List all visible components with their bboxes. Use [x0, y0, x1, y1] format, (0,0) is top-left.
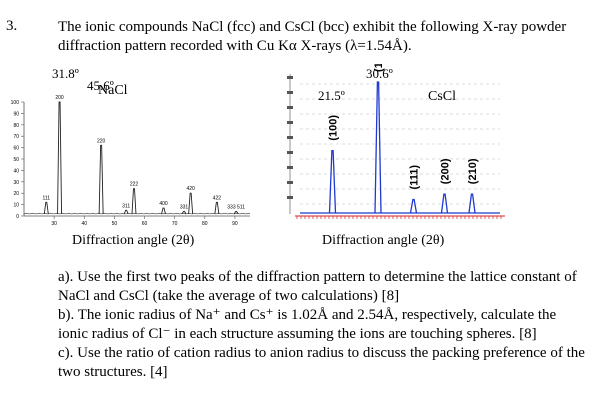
- nacl-x-tick-label: 50: [112, 221, 118, 227]
- cscl-peak: [409, 198, 418, 214]
- cscl-peak: [468, 193, 476, 214]
- cscl-peak-label: (110): [373, 64, 385, 72]
- nacl-y-tick-label: 20: [13, 191, 19, 197]
- nacl-peak-label: 200: [55, 95, 64, 101]
- cscl-annotation-2: 30.6º: [366, 66, 393, 81]
- nacl-title: NaCl: [98, 83, 128, 98]
- cscl-y-tick: [287, 151, 293, 154]
- nacl-x-tick-label: 60: [142, 221, 148, 227]
- nacl-peak-label: 420: [186, 186, 195, 192]
- cscl-peak-label: (111): [409, 165, 421, 190]
- nacl-y-tick-label: 0: [16, 214, 19, 220]
- nacl-peak: [214, 201, 220, 215]
- part-a: a). Use the first two peaks of the diffr…: [58, 269, 577, 304]
- nacl-xlabel: Diffraction angle (2θ): [72, 233, 195, 248]
- cscl-chart: (100) (110) (111) (200) (210) CsCl 21.5º 30.…: [287, 64, 505, 248]
- nacl-peak: [123, 209, 129, 215]
- cscl-y-tick: [287, 76, 293, 79]
- question-number: 3.: [6, 18, 18, 34]
- nacl-peak: [233, 210, 239, 215]
- nacl-peak: [98, 144, 104, 215]
- cscl-y-tick: [287, 121, 293, 124]
- cscl-xlabel: Diffraction angle (2θ): [322, 233, 445, 248]
- nacl-y-tick-label: 70: [13, 134, 19, 140]
- nacl-peak-label: 111: [42, 195, 50, 201]
- nacl-y-tick-label: 80: [13, 123, 19, 129]
- nacl-peak-label: 222: [130, 182, 139, 188]
- cscl-title: CsCl: [428, 89, 456, 104]
- nacl-x-ticks: 30 40 50 60 70 80 90: [51, 216, 238, 227]
- cscl-frame: [287, 74, 505, 219]
- nacl-peak-label: 331: [180, 204, 189, 210]
- part-b: b). The ionic radius of Na⁺ and Cs⁺ is 1…: [58, 307, 557, 342]
- nacl-x-tick-label: 70: [172, 221, 178, 227]
- nacl-y-tick-label: 40: [13, 168, 19, 174]
- nacl-annotation-2: 45.6º: [87, 78, 114, 93]
- cscl-annotation-1: 21.5º: [318, 88, 345, 103]
- nacl-peak: [131, 188, 137, 215]
- nacl-y-tick-label: 10: [13, 203, 19, 209]
- cscl-peak: [328, 149, 337, 214]
- nacl-x-tick-label: 40: [81, 221, 87, 227]
- cscl-peaks: (100) (110) (111) (200) (210): [300, 64, 500, 214]
- nacl-peak: [161, 207, 166, 215]
- nacl-annotation-1: 31.8º: [52, 66, 79, 81]
- cscl-y-tick: [287, 136, 293, 139]
- nacl-peak-label: 220: [97, 138, 106, 144]
- nacl-x-tick-label: 90: [232, 221, 238, 227]
- cscl-peak-label: (200): [440, 158, 452, 184]
- nacl-peak: [181, 210, 187, 215]
- nacl-peak-label: 311: [122, 203, 130, 209]
- question-parts: a). Use the first two peaks of the diffr…: [58, 268, 588, 382]
- cscl-y-tick: [287, 106, 293, 109]
- cscl-y-tick: [287, 91, 293, 94]
- nacl-x-tick-label: 80: [202, 221, 208, 227]
- nacl-y-tick-label: 60: [13, 146, 19, 152]
- nacl-peak-label: 333 511: [227, 204, 245, 210]
- nacl-y-tick-label: 30: [13, 180, 19, 186]
- nacl-peaks: 111 200 220 311 222 400 331 420 422 333 511: [23, 95, 251, 215]
- nacl-x-tick-label: 30: [51, 221, 57, 227]
- nacl-y-tick-label: 90: [13, 111, 19, 117]
- cscl-peak: [374, 81, 382, 214]
- nacl-y-tick-label: 50: [13, 157, 19, 163]
- nacl-peak-label: 422: [213, 195, 222, 201]
- nacl-peak: [57, 101, 63, 215]
- cscl-peak-label: (100): [328, 115, 340, 141]
- nacl-peak: [43, 201, 49, 215]
- cscl-peak-label: (210): [467, 158, 479, 184]
- cscl-y-tick: [287, 181, 293, 184]
- part-c: c). Use the ratio of cation radius to an…: [58, 345, 585, 380]
- nacl-y-tick-label: 100: [11, 100, 20, 106]
- cscl-y-tick: [287, 196, 293, 199]
- nacl-peak: [188, 192, 194, 215]
- cscl-peak: [440, 193, 449, 214]
- nacl-peak-label: 400: [159, 201, 168, 207]
- cscl-y-tick: [287, 166, 293, 169]
- question-intro: The ionic compounds NaCl (fcc) and CsCl …: [58, 19, 567, 54]
